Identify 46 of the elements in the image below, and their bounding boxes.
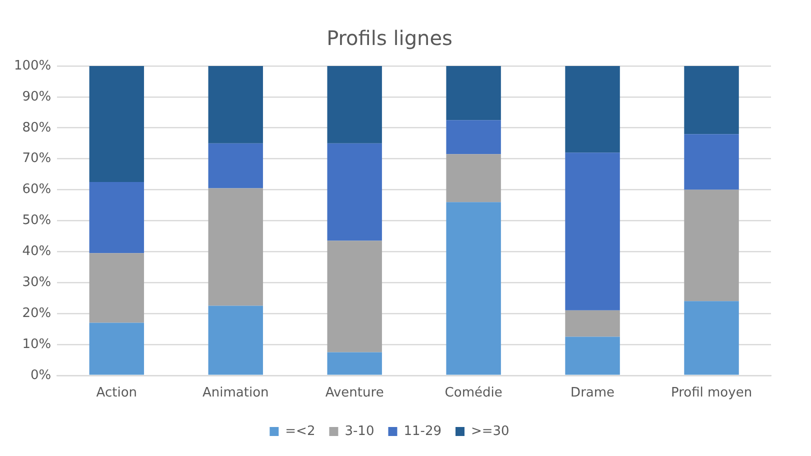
bar (208, 188, 263, 306)
bar (446, 202, 501, 375)
bar (327, 352, 382, 375)
legend-label: >=30 (471, 424, 510, 439)
y-tick-label: 40% (22, 244, 52, 260)
y-tick-label: 50% (22, 213, 52, 228)
y-tick-label: 10% (22, 336, 52, 352)
chart-title: Profils lignes (326, 26, 452, 50)
x-tick-label: Comédie (444, 386, 502, 401)
y-tick-label: 80% (22, 120, 52, 136)
bar (89, 322, 144, 375)
bar (684, 190, 739, 302)
y-tick-label: 90% (22, 89, 52, 104)
bar (684, 301, 739, 375)
y-tick-label: 0% (30, 368, 52, 383)
x-tick-label: Profil moyen (670, 386, 752, 401)
bar (89, 182, 144, 254)
bar (565, 336, 620, 375)
y-tick-label: 30% (22, 274, 52, 290)
legend-label: 11-29 (404, 424, 442, 439)
bar (208, 143, 263, 188)
bar (446, 66, 501, 120)
x-tick-label: Aventure (325, 386, 384, 401)
bar (446, 120, 501, 154)
bar (89, 66, 144, 182)
bar (446, 154, 501, 202)
legend-label: 3-10 (344, 424, 374, 439)
x-tick-label: Action (96, 386, 138, 401)
y-tick-label: 60% (22, 182, 52, 198)
bar (208, 306, 263, 375)
y-tick-label: 100% (14, 58, 52, 74)
bar (565, 310, 620, 337)
bar (684, 134, 739, 190)
bar (208, 66, 263, 144)
bar (327, 143, 382, 241)
bar (89, 253, 144, 323)
legend-label: =<2 (285, 424, 316, 439)
bar (684, 66, 739, 134)
bar (565, 152, 620, 310)
y-tick-label: 70% (22, 151, 52, 166)
bar (327, 66, 382, 144)
x-tick-label: Animation (202, 386, 269, 401)
x-tick-label: Drame (570, 386, 615, 401)
y-tick-label: 20% (22, 306, 52, 321)
bar (565, 66, 620, 153)
bar (327, 240, 382, 352)
